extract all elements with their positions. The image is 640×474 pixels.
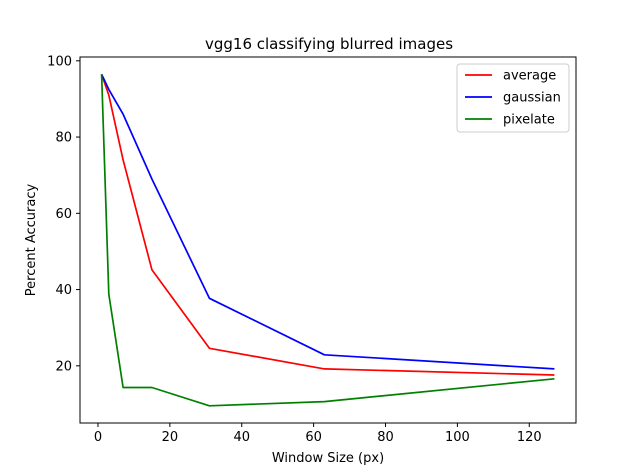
y-tick-label: 80: [55, 131, 72, 146]
y-tick-label: 100: [47, 54, 72, 69]
x-axis-label: Window Size (px): [272, 451, 384, 466]
chart-title: vgg16 classifying blurred images: [205, 35, 453, 53]
y-tick-label: 40: [55, 283, 72, 298]
x-tick-label: 80: [377, 430, 394, 445]
legend-label-pixelate: pixelate: [503, 113, 555, 128]
legend-box: [456, 63, 570, 133]
x-tick-label: 60: [305, 430, 322, 445]
plot-frame: [79, 56, 577, 424]
x-tick-label: 0: [94, 430, 102, 445]
legend-label-gaussian: gaussian: [503, 91, 561, 106]
legend-label-average: average: [503, 69, 556, 84]
x-tick-label: 20: [162, 430, 179, 445]
plot-area: 0 20 40 60 80 100 120 20 40 60 80 100: [47, 54, 577, 445]
y-tick-label: 20: [55, 359, 72, 374]
series-line-pixelate: [100, 74, 555, 407]
series-line-average: [100, 73, 555, 376]
y-tick-label: 60: [55, 207, 72, 222]
legend: average gaussian pixelate: [456, 63, 570, 133]
x-tick-label: 40: [233, 430, 250, 445]
x-tick-label: 100: [445, 430, 470, 445]
y-axis-label: Percent Accuracy: [24, 183, 39, 296]
x-tick-label: 120: [517, 430, 542, 445]
series-line-gaussian: [100, 73, 555, 370]
